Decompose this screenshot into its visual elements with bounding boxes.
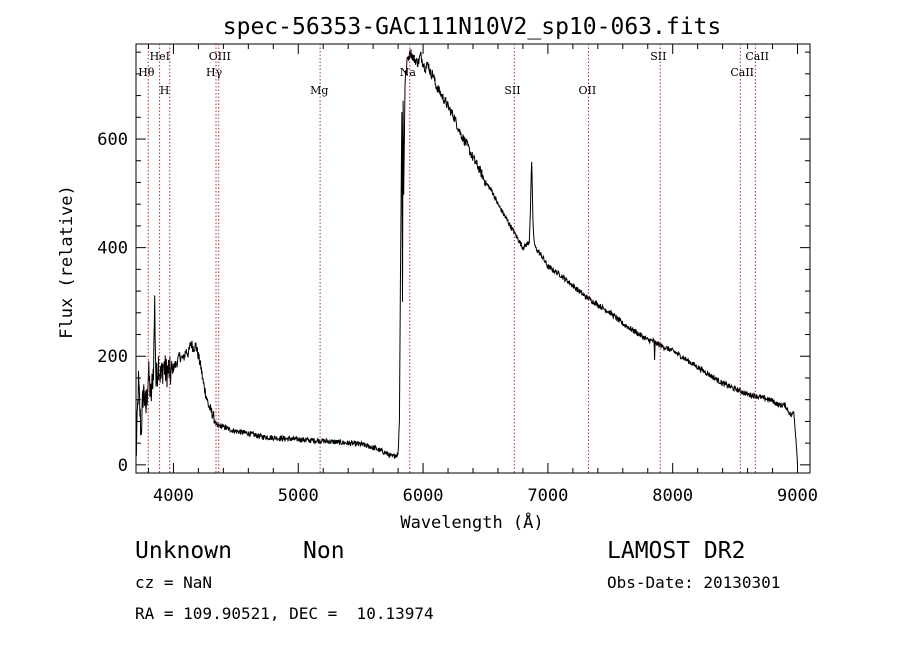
spectral-line-markers: Hθ HeI H OIII Hγ Mg Na SII OII SII CaII CaII <box>138 44 769 473</box>
subclass-label: Non <box>303 538 345 564</box>
marker-label-11: CaII <box>745 50 769 63</box>
marker-label-4: Hγ <box>206 66 223 79</box>
y-axis-ticks: 0 200 400 600 <box>97 51 810 476</box>
marker-label-8: OII <box>578 84 596 97</box>
marker-label-2: H <box>160 84 170 97</box>
y-tick-label-0: 0 <box>118 456 128 476</box>
cz-value: cz = NaN <box>135 573 213 592</box>
y-tick-label-400: 400 <box>97 239 128 259</box>
x-tick-label-9000: 9000 <box>777 486 818 506</box>
obs-date: Obs-Date: 20130301 <box>607 573 781 592</box>
class-label: Unknown <box>135 538 232 564</box>
x-tick-label-8000: 8000 <box>652 486 693 506</box>
coordinates: RA = 109.90521, DEC = 10.13974 <box>135 604 434 623</box>
marker-label-1: HeI <box>150 50 170 63</box>
marker-label-5: Mg <box>310 84 328 97</box>
y-tick-label-200: 200 <box>97 347 128 367</box>
y-axis-label: Flux (relative) <box>57 185 77 339</box>
survey-label: LAMOST DR2 <box>607 538 746 564</box>
x-axis-label: Wavelength (Å) <box>400 511 543 533</box>
spectrum-line-0 <box>135 49 798 465</box>
x-tick-label-5000: 5000 <box>278 486 319 506</box>
chart-title: spec-56353-GAC111N10V2_sp10-063.fits <box>223 14 722 40</box>
marker-label-0: Hθ <box>138 66 155 79</box>
plot-frame <box>135 43 811 474</box>
marker-label-3: OIII <box>209 50 231 63</box>
y-tick-label-600: 600 <box>97 130 128 150</box>
x-tick-label-4000: 4000 <box>153 486 194 506</box>
x-axis-ticks: 4000 5000 6000 7000 8000 9000 <box>147 44 818 506</box>
marker-label-10: CaII <box>730 66 754 79</box>
plot-area <box>135 43 811 474</box>
x-tick-label-6000: 6000 <box>403 486 444 506</box>
x-tick-label-7000: 7000 <box>527 486 568 506</box>
marker-label-9: SII <box>650 50 666 63</box>
marker-label-7: SII <box>504 84 520 97</box>
marker-label-6: Na <box>400 66 417 79</box>
